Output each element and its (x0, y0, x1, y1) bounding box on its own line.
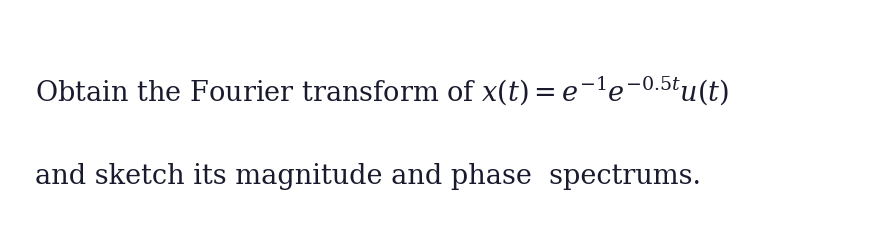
Text: and sketch its magnitude and phase  spectrums.: and sketch its magnitude and phase spect… (35, 163, 702, 190)
Text: Obtain the Fourier transform of $x(t) = e^{-1}e^{-0.5t}u(t)$: Obtain the Fourier transform of $x(t) = … (35, 74, 729, 107)
